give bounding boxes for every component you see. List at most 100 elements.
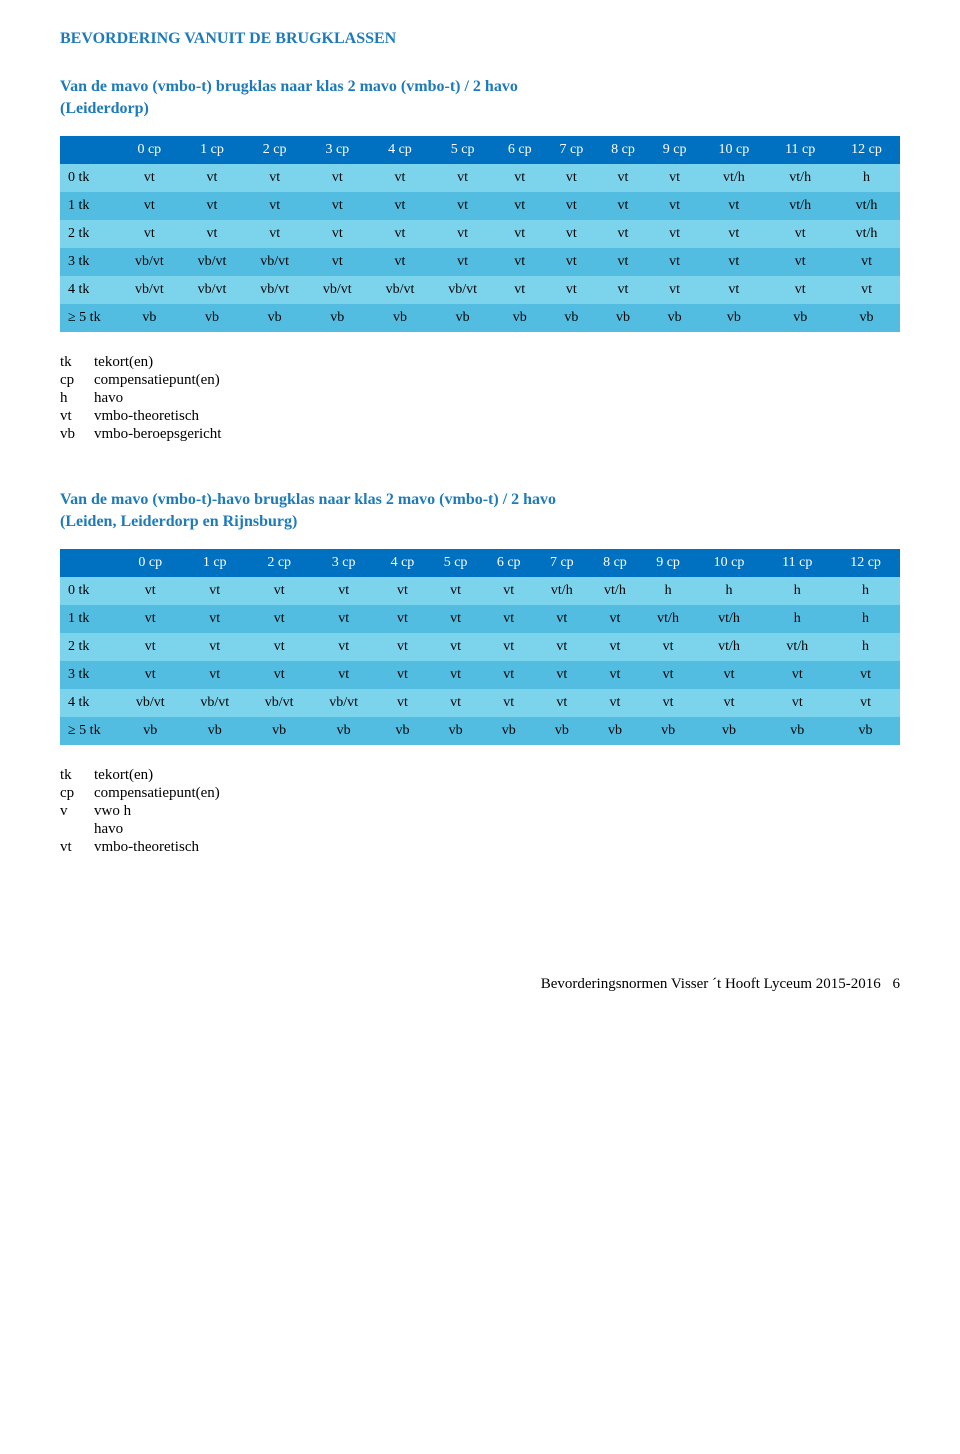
cell: vb: [597, 304, 649, 332]
cell: vb/vt: [369, 276, 432, 304]
cell: vt: [546, 276, 598, 304]
cell: vt: [482, 605, 535, 633]
cell: vt: [494, 192, 546, 220]
cell: vt: [118, 192, 181, 220]
cell: vt: [482, 661, 535, 689]
footer: Bevorderingsnormen Visser ´t Hooft Lyceu…: [60, 976, 900, 993]
col-header: 5 cp: [431, 136, 494, 164]
legend-key: tk: [60, 767, 94, 784]
cell: vt: [429, 661, 482, 689]
cell: vt: [376, 577, 429, 605]
cell: vt: [649, 276, 701, 304]
cell: vt: [306, 164, 369, 192]
cell: vt: [431, 164, 494, 192]
cell: vb: [588, 717, 641, 745]
cell: vb: [763, 717, 831, 745]
legend-key: h: [60, 390, 94, 407]
table1-title: Van de mavo (vmbo-t) brugklas naar klas …: [60, 78, 900, 96]
legend-row: tktekort(en): [60, 354, 900, 371]
col-header: [60, 549, 118, 577]
cell: vt: [700, 220, 767, 248]
legend-key: cp: [60, 372, 94, 389]
cell: vt: [767, 248, 833, 276]
cell: vb: [118, 304, 181, 332]
col-header: 9 cp: [642, 549, 695, 577]
cell: vt: [376, 605, 429, 633]
cell: vt: [181, 192, 244, 220]
cell: vt: [546, 192, 598, 220]
cell: vt: [535, 605, 588, 633]
cell: vb: [369, 304, 432, 332]
cell: vt: [311, 633, 375, 661]
cell: vt: [767, 276, 833, 304]
cell: vt/h: [642, 605, 695, 633]
cell: vt: [376, 661, 429, 689]
row-label: 2 tk: [60, 633, 118, 661]
cell: vt/h: [700, 164, 767, 192]
cell: vb/vt: [182, 689, 246, 717]
table2-paren: (Leiden, Leiderdorp en Rijnsburg): [60, 513, 900, 531]
cell: vt: [118, 661, 182, 689]
cell: vt: [597, 192, 649, 220]
cell: vb: [649, 304, 701, 332]
cell: vt: [597, 276, 649, 304]
cell: vt: [649, 220, 701, 248]
col-header: 6 cp: [494, 136, 546, 164]
cell: vb: [535, 717, 588, 745]
legend-row: vtvmbo-theoretisch: [60, 839, 900, 856]
cell: vt/h: [763, 633, 831, 661]
col-header: 1 cp: [181, 136, 244, 164]
legend-row: cpcompensatiepunt(en): [60, 785, 900, 802]
cell: vt: [118, 577, 182, 605]
cell: vt: [429, 633, 482, 661]
cell: vt: [482, 689, 535, 717]
cell: vt: [118, 605, 182, 633]
cell: vb: [311, 717, 375, 745]
legend-key: vt: [60, 839, 94, 856]
cell: vt: [376, 633, 429, 661]
cell: vb: [247, 717, 311, 745]
col-header: 0 cp: [118, 549, 182, 577]
cell: vt: [695, 661, 764, 689]
legend-row: vvwo h: [60, 803, 900, 820]
cell: vb: [700, 304, 767, 332]
cell: vb: [767, 304, 833, 332]
row-label: 1 tk: [60, 192, 118, 220]
legend-value: havo: [94, 821, 123, 838]
cell: vt: [546, 220, 598, 248]
cell: vt: [306, 220, 369, 248]
footer-text: Bevorderingsnormen Visser ´t Hooft Lyceu…: [541, 976, 881, 992]
cell: vt: [431, 248, 494, 276]
cell: vb: [494, 304, 546, 332]
legend-value: havo: [94, 390, 123, 407]
legend-row: vbvmbo-beroepsgericht: [60, 426, 900, 443]
cell: h: [833, 164, 900, 192]
table2-title: Van de mavo (vmbo-t)-havo brugklas naar …: [60, 491, 900, 509]
cell: vb/vt: [181, 248, 244, 276]
legend-2: tktekort(en)cpcompensatiepunt(en)vvwo hh…: [60, 767, 900, 856]
cell: vt/h: [833, 220, 900, 248]
row-label: ≥ 5 tk: [60, 717, 118, 745]
cell: vt: [494, 276, 546, 304]
col-header: 1 cp: [182, 549, 246, 577]
col-header: 12 cp: [833, 136, 900, 164]
cell: vt: [831, 661, 900, 689]
col-header: 7 cp: [535, 549, 588, 577]
row-label: 2 tk: [60, 220, 118, 248]
legend-value: vmbo-theoretisch: [94, 839, 199, 856]
cell: vt: [700, 248, 767, 276]
cell: vt: [597, 248, 649, 276]
legend-value: vwo h: [94, 803, 131, 820]
cell: vt: [429, 605, 482, 633]
col-header: 4 cp: [376, 549, 429, 577]
cell: vt: [763, 661, 831, 689]
cell: vb: [695, 717, 764, 745]
cell: vb/vt: [311, 689, 375, 717]
cell: vb/vt: [118, 248, 181, 276]
cell: vt: [247, 605, 311, 633]
col-header: 3 cp: [311, 549, 375, 577]
cell: vb/vt: [306, 276, 369, 304]
col-header: 2 cp: [247, 549, 311, 577]
cell: h: [642, 577, 695, 605]
legend-row: tktekort(en): [60, 767, 900, 784]
